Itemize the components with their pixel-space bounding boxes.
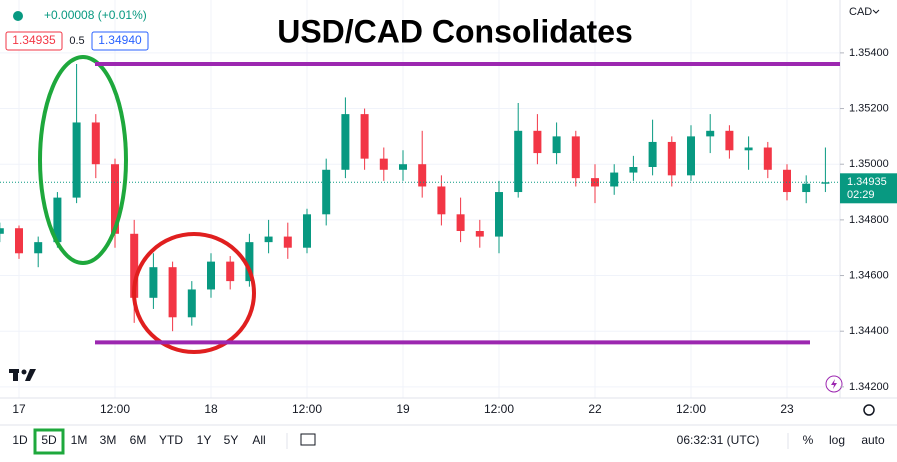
x-tick-label: 18	[204, 402, 218, 416]
range-button[interactable]: All	[252, 433, 265, 447]
candle-body	[360, 114, 369, 159]
x-tick-label: 12:00	[676, 402, 706, 416]
plot-area	[0, 0, 840, 398]
candle-body	[456, 214, 465, 232]
candle-body	[437, 186, 446, 215]
clock: 06:32:31 (UTC)	[677, 433, 760, 447]
candle-body	[264, 236, 273, 243]
candle-body	[610, 172, 619, 187]
x-tick-label: 12:00	[484, 402, 514, 416]
active-range-box	[33, 428, 65, 455]
candle-body	[0, 228, 4, 234]
range-button[interactable]: 5Y	[224, 433, 239, 447]
scale-option[interactable]: log	[829, 433, 845, 447]
currency[interactable]: CAD	[849, 6, 872, 18]
x-tick-label: 12:00	[100, 402, 130, 416]
candle-body	[783, 169, 791, 193]
green-ellipse	[38, 55, 128, 265]
range-button[interactable]: YTD	[159, 433, 183, 447]
candle-body	[15, 228, 23, 254]
last-price-label: 1.34935	[847, 176, 887, 188]
candle-body	[495, 192, 503, 237]
settings-icon[interactable]	[863, 404, 875, 416]
candle-body	[744, 147, 753, 151]
candle-body	[111, 164, 119, 234]
candle-body	[149, 267, 158, 298]
candle-body	[706, 130, 715, 137]
x-tick-label: 17	[12, 402, 26, 416]
x-tick-label: 23	[780, 402, 794, 416]
last-price-box	[840, 173, 897, 204]
scale-option[interactable]: %	[803, 433, 814, 447]
bid-box[interactable]	[5, 31, 63, 51]
toolbar: 1D 5D 1M 3M 6M YTD 1Y 5Y All% log auto	[12, 428, 885, 455]
y-tick-label: 1.34200	[849, 381, 889, 393]
compare-icon[interactable]	[300, 433, 316, 446]
y-tick-label: 1.35200	[849, 102, 889, 114]
candle-body	[226, 261, 235, 282]
y-tick-label: 1.34600	[849, 269, 889, 281]
range-button[interactable]: 1M	[71, 433, 88, 447]
candle-body	[322, 169, 331, 215]
candle-body	[475, 231, 484, 237]
bid[interactable]: 1.34935	[12, 33, 56, 47]
ask-box[interactable]	[91, 31, 149, 51]
candle-body	[687, 136, 695, 176]
y-tick-label: 1.35000	[849, 158, 889, 170]
red-ellipse	[132, 232, 256, 354]
candle-body	[91, 122, 100, 165]
candle-body	[552, 136, 561, 154]
chart-title: USD/CAD Consolidates	[277, 13, 633, 49]
candle-body	[821, 182, 830, 184]
x-tick-label: 22	[588, 402, 602, 416]
candle-body	[725, 130, 734, 151]
range-button[interactable]: 5D	[41, 433, 57, 447]
scale-option[interactable]: auto	[861, 433, 885, 447]
alert-bolt	[831, 379, 837, 389]
candle-body	[571, 136, 580, 179]
candle-body	[763, 147, 772, 170]
candle-body	[168, 267, 177, 318]
candle-body	[53, 197, 62, 243]
candle-body	[187, 289, 196, 318]
logo	[9, 369, 36, 381]
range-button[interactable]: 1Y	[197, 433, 212, 447]
range-button[interactable]: 1D	[12, 433, 28, 447]
candle-body	[207, 261, 215, 290]
x-tick-label: 19	[396, 402, 410, 416]
range-button[interactable]: 3M	[100, 433, 117, 447]
candle-body	[418, 164, 427, 187]
candle-body	[130, 233, 139, 298]
candle-body	[533, 130, 542, 154]
change: +0.00008 (+0.01%)	[44, 8, 147, 22]
candle-body	[341, 114, 350, 170]
ask[interactable]: 1.34940	[98, 33, 142, 47]
candle-body	[34, 242, 43, 254]
y-tick-label: 1.34800	[849, 214, 889, 226]
candle-body	[802, 183, 811, 193]
spread: 0.5	[69, 35, 84, 47]
countdown: 02:29	[847, 189, 875, 201]
candle-body	[667, 141, 676, 176]
candle-body	[72, 122, 81, 198]
candle-body	[283, 236, 292, 248]
candle-body	[303, 214, 311, 248]
candle-body	[245, 242, 254, 282]
y-tick-label: 1.35400	[849, 47, 889, 59]
currency-caret	[872, 9, 880, 14]
x-tick-label: 12:00	[292, 402, 322, 416]
y-tick-label: 1.34400	[849, 325, 889, 337]
candle-body	[379, 158, 388, 170]
candle-body	[514, 130, 523, 193]
candle-body	[629, 166, 638, 173]
candle-body	[648, 141, 657, 167]
status-dot	[13, 11, 23, 21]
range-button[interactable]: 6M	[130, 433, 147, 447]
candle-body	[399, 164, 407, 170]
